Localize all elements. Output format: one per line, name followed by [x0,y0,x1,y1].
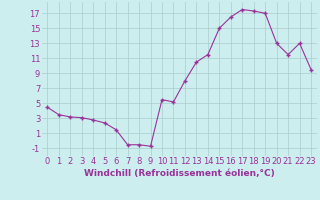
X-axis label: Windchill (Refroidissement éolien,°C): Windchill (Refroidissement éolien,°C) [84,169,275,178]
